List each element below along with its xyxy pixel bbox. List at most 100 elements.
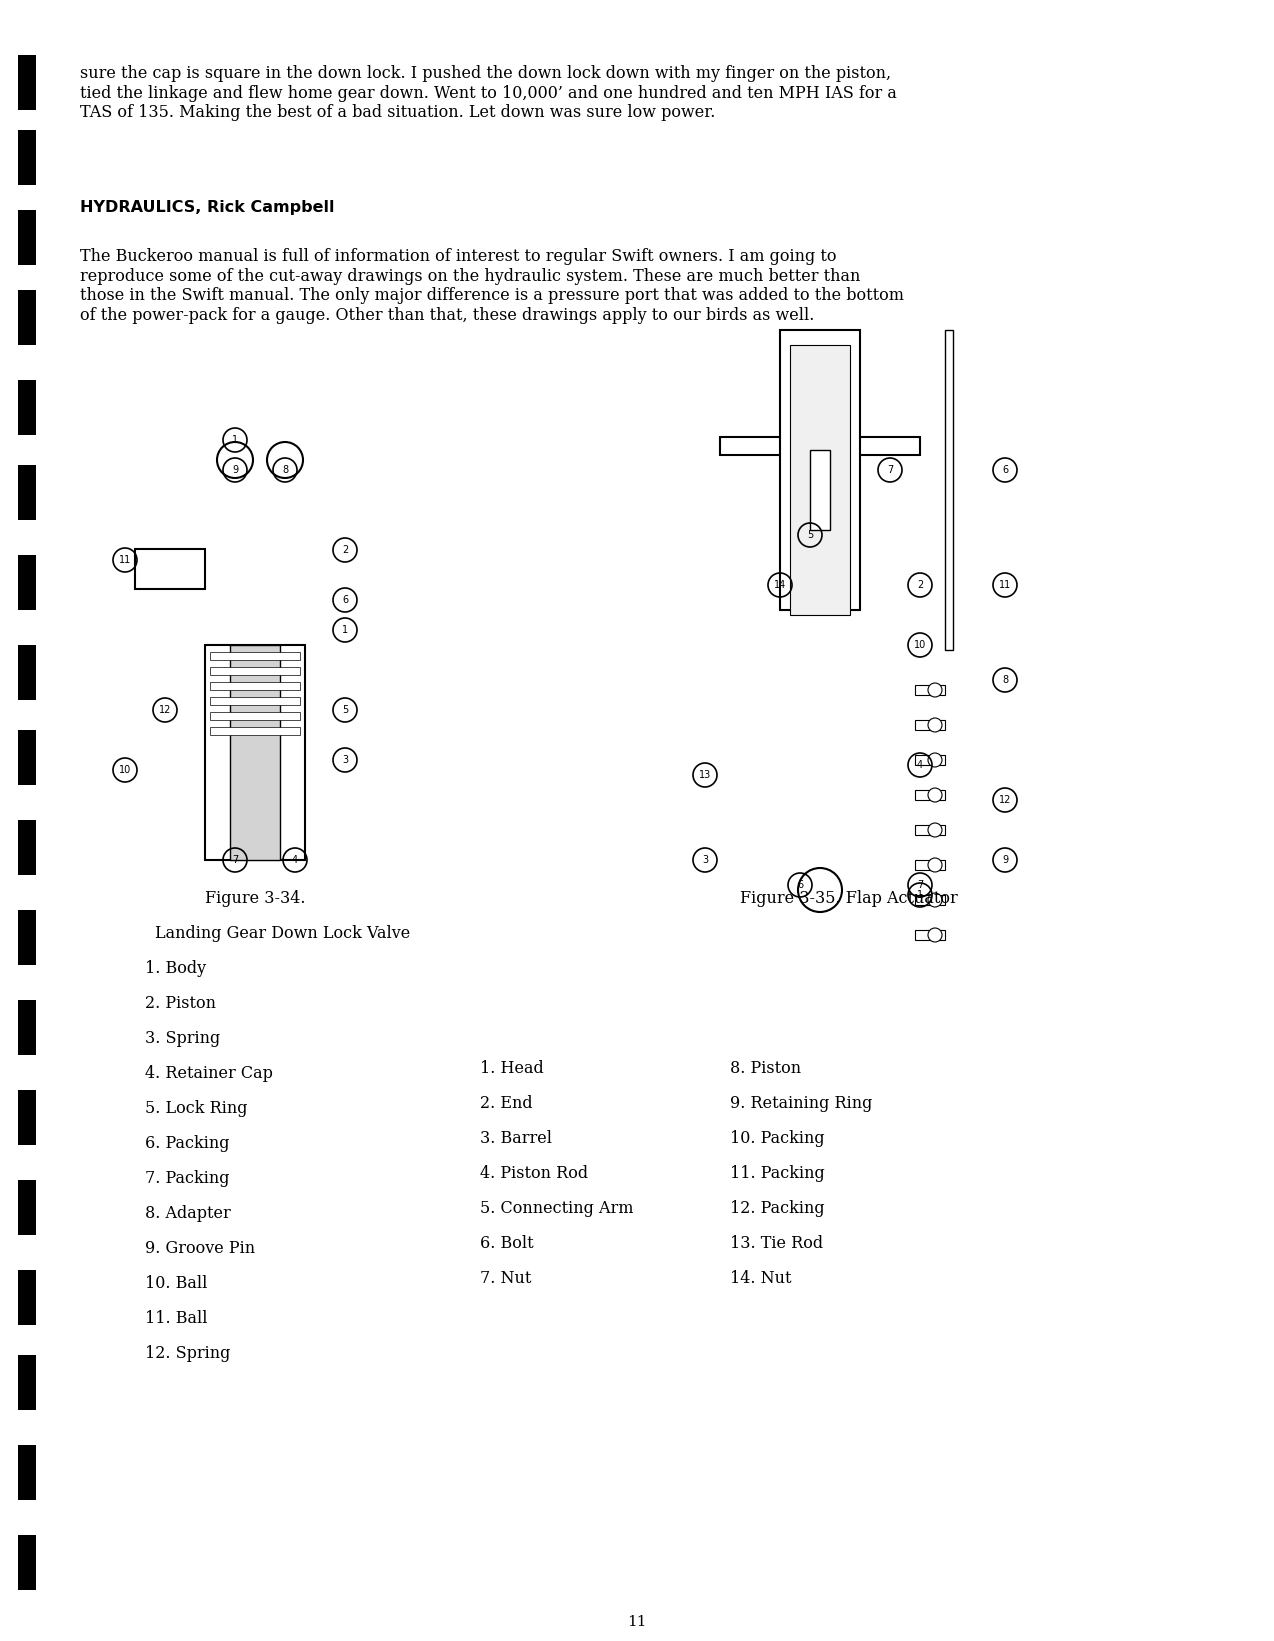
Text: 1: 1 [917,889,924,899]
Text: 7: 7 [887,464,893,474]
Text: 8: 8 [282,464,288,474]
Text: 1. Body: 1. Body [145,960,206,976]
Bar [915,789,945,801]
Bar [805,455,834,491]
Bar [18,555,36,610]
Bar [790,345,850,615]
Text: 8. Adapter: 8. Adapter [145,1204,231,1223]
Text: 5: 5 [341,706,348,715]
Bar [210,683,299,689]
Bar [18,464,36,520]
Bar [210,666,299,674]
Text: Landing Gear Down Lock Valve: Landing Gear Down Lock Valve [155,926,410,942]
Text: HYDRAULICS, Rick Campbell: HYDRAULICS, Rick Campbell [80,200,335,215]
Bar [18,1180,36,1236]
Text: 6: 6 [341,596,348,606]
Text: 3: 3 [341,755,348,765]
Text: 8. Piston: 8. Piston [730,1060,801,1076]
Bar [18,911,36,965]
Text: 2. Piston: 2. Piston [145,994,217,1012]
Circle shape [927,858,941,871]
Text: 10: 10 [913,640,926,650]
Text: 4: 4 [292,855,298,865]
Bar [915,825,945,835]
Bar [18,730,36,784]
Text: 6: 6 [798,880,803,889]
Bar [18,1270,36,1324]
Text: 13: 13 [699,770,711,779]
Bar [780,330,860,610]
Text: 8: 8 [1001,674,1008,684]
Bar [18,999,36,1055]
Bar [945,330,953,650]
Bar [915,930,945,940]
Text: 10. Packing: 10. Packing [730,1131,824,1147]
Bar [210,651,299,660]
Bar [915,684,945,696]
Text: 7: 7 [232,855,238,865]
Text: 12. Packing: 12. Packing [730,1200,824,1218]
Bar [231,645,280,860]
Text: 9. Groove Pin: 9. Groove Pin [145,1241,255,1257]
Text: 9: 9 [1001,855,1008,865]
Bar [18,56,36,110]
Text: 7: 7 [917,880,924,889]
Bar [210,712,299,720]
Bar [18,381,36,435]
Text: 12: 12 [159,706,171,715]
Text: 5. Connecting Arm: 5. Connecting Arm [480,1200,633,1218]
Text: 4: 4 [917,760,924,770]
Text: 6. Bolt: 6. Bolt [480,1236,534,1252]
Bar [915,755,945,765]
Text: 11: 11 [999,579,1012,591]
Circle shape [217,441,254,478]
Text: 14. Nut: 14. Nut [730,1270,791,1287]
Bar [205,645,304,860]
Bar [18,1446,36,1500]
Text: 5. Lock Ring: 5. Lock Ring [145,1099,247,1118]
Circle shape [927,893,941,907]
Text: The Buckeroo manual is full of information of interest to regular Swift owners. : The Buckeroo manual is full of informati… [80,248,905,323]
Text: 13. Tie Rod: 13. Tie Rod [730,1236,823,1252]
Bar [18,290,36,345]
Bar [18,1534,36,1590]
Circle shape [927,753,941,766]
Bar [18,130,36,185]
Text: 3. Spring: 3. Spring [145,1031,220,1047]
Circle shape [268,441,303,478]
Text: 2: 2 [917,579,924,591]
Text: 14: 14 [773,579,786,591]
Circle shape [927,929,941,942]
Bar [720,437,920,455]
Text: 9: 9 [232,464,238,474]
Text: 3. Barrel: 3. Barrel [480,1131,552,1147]
Text: 1. Head: 1. Head [480,1060,544,1076]
Bar [135,550,205,589]
Text: 11: 11 [627,1615,647,1630]
Circle shape [927,683,941,697]
Text: 11. Ball: 11. Ball [145,1310,208,1328]
Text: 7. Packing: 7. Packing [145,1170,229,1186]
Text: 10. Ball: 10. Ball [145,1275,208,1291]
Bar [18,1355,36,1410]
Text: 9. Retaining Ring: 9. Retaining Ring [730,1095,873,1113]
Text: 12. Spring: 12. Spring [145,1346,231,1362]
Circle shape [798,868,842,912]
Text: 11: 11 [118,555,131,565]
Bar [210,697,299,706]
Text: 1: 1 [232,435,238,445]
Text: 6: 6 [1001,464,1008,474]
Text: 6. Packing: 6. Packing [145,1136,229,1152]
Bar [18,820,36,875]
Text: 4. Retainer Cap: 4. Retainer Cap [145,1065,273,1081]
Circle shape [927,824,941,837]
Text: 2: 2 [341,545,348,555]
Circle shape [927,788,941,802]
Bar [210,727,299,735]
Bar [915,894,945,904]
Text: Figure 3-35. Flap Actuator: Figure 3-35. Flap Actuator [740,889,958,907]
Bar [18,645,36,701]
Text: 2. End: 2. End [480,1095,533,1113]
Bar [18,1090,36,1145]
Text: 11. Packing: 11. Packing [730,1165,824,1182]
